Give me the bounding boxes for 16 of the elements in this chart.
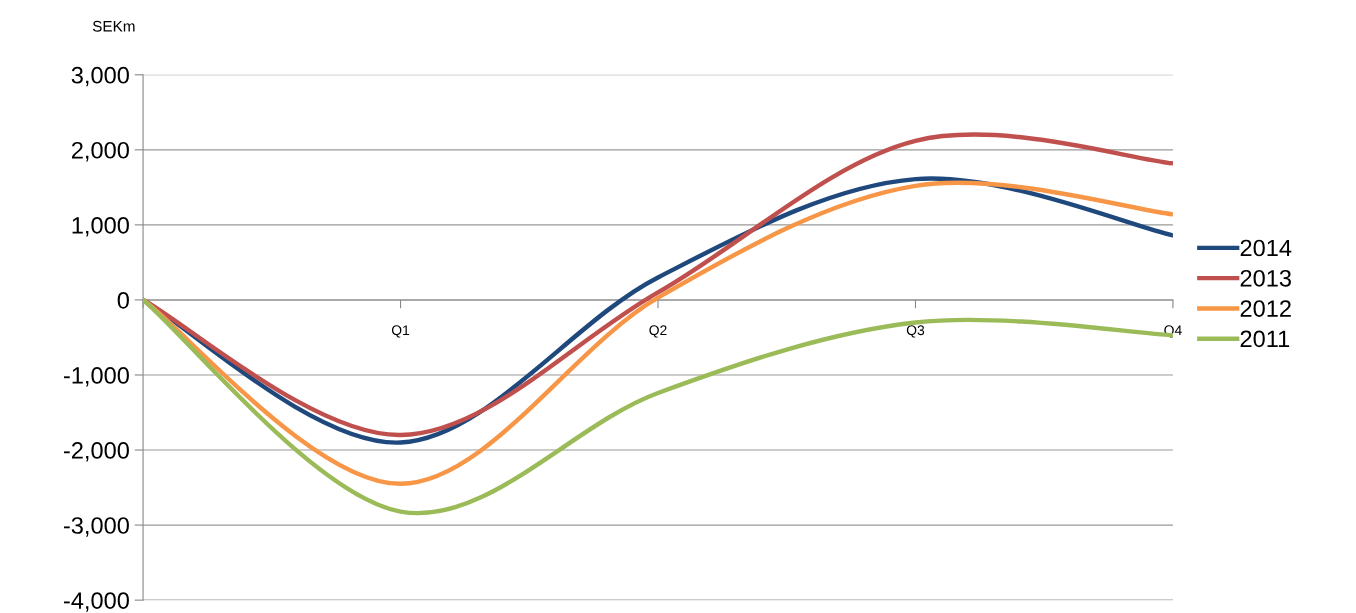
x-tick-label: Q3 [906,325,925,338]
y-tick-label: 0 [117,292,129,309]
y-tick-label: -4,000 [63,592,129,612]
y-tick-label: -3,000 [63,517,129,537]
x-tick-label: Q1 [391,325,410,338]
legend-label: 2013 [1240,269,1291,287]
legend-label: 2012 [1240,300,1291,317]
y-tick-label: 2,000 [71,141,129,162]
legend-label: 2014 [1240,239,1292,257]
y-tick-label: 3,000 [71,66,129,87]
y-axis-title: SEKm [92,20,135,32]
x-tick-label: Q2 [649,325,667,338]
y-tick-label: -1,000 [63,367,129,387]
y-tick-label: 1,000 [72,216,129,237]
legend-label: 2011 [1240,330,1290,348]
y-tick-label: -2,000 [63,442,129,462]
